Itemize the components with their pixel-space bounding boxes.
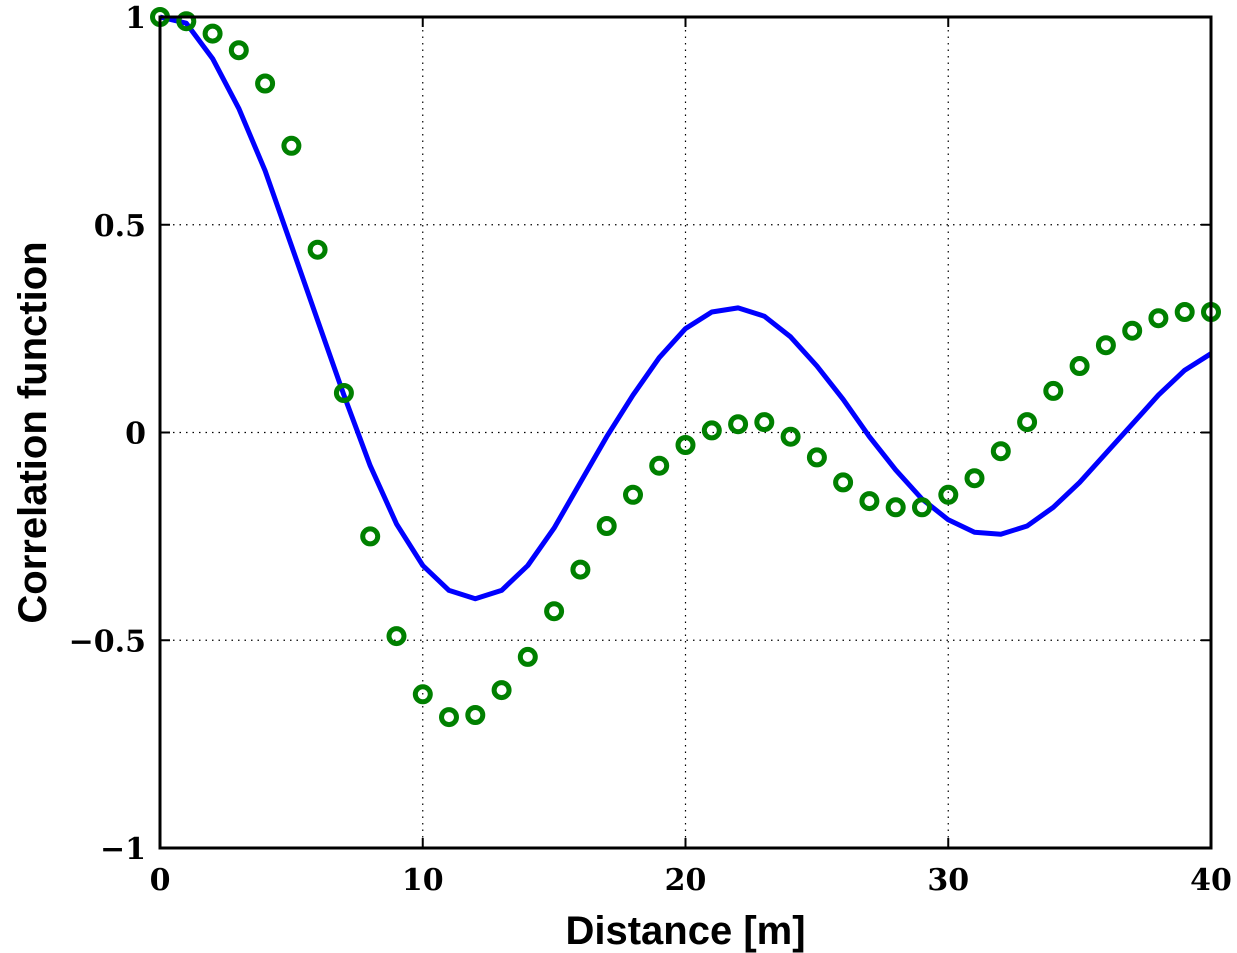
plot-series [150,7,1221,728]
series-line [159,14,1213,602]
series-marker [1148,308,1169,329]
y-tick-label: 1 [125,1,146,36]
series-marker [596,516,617,536]
series-marker [833,472,854,493]
series-marker [623,484,643,505]
x-axis-label: Distance [m] [565,909,805,953]
series-marker [1122,320,1143,341]
y-tick-label: −1 [100,832,146,867]
series-marker [202,23,223,44]
series-marker [728,414,749,435]
series-marker [701,420,722,441]
series-marker [517,646,538,667]
series-marker [439,707,459,728]
series-marker [491,680,512,701]
series-marker [806,447,827,468]
x-tick-label: 10 [402,863,444,898]
series-marker [570,559,591,580]
series-marker [938,484,959,505]
series-marker [1174,302,1195,322]
tick-labels: 0 10 20 30 40 −1 −0.5 0 0.5 1 [69,1,1232,898]
series-marker [228,40,249,61]
x-tick-label: 30 [927,863,969,898]
series-marker [1017,412,1038,433]
series-marker [754,412,775,433]
series-marker [281,135,302,156]
series-marker [649,455,670,476]
series-marker [964,468,985,489]
series-marker [386,626,407,647]
series-marker [176,11,197,32]
series-marker [912,497,932,518]
series-marker [1069,356,1090,376]
series-marker [780,426,801,447]
x-tick-label: 40 [1190,863,1232,898]
series-marker [675,435,696,455]
y-tick-label: 0 [125,417,146,452]
series-marker [544,601,565,622]
series-marker [307,239,328,260]
y-axis-label: Correlation function [11,241,55,623]
y-tick-label: 0.5 [94,209,146,244]
series-marker [990,441,1011,462]
series-marker [859,491,880,512]
series-marker [1095,335,1116,356]
y-tick-label: −0.5 [69,624,146,659]
series-marker [1043,380,1064,401]
gridlines [160,17,1211,848]
series-marker [360,526,381,547]
tick-marks [159,16,1212,849]
series-marker [412,684,433,705]
series-marker [465,705,486,725]
x-tick-label: 20 [665,863,707,898]
series-marker [885,497,906,518]
series-marker [255,73,276,94]
series-marker [333,383,354,403]
x-tick-label: 0 [150,863,171,898]
